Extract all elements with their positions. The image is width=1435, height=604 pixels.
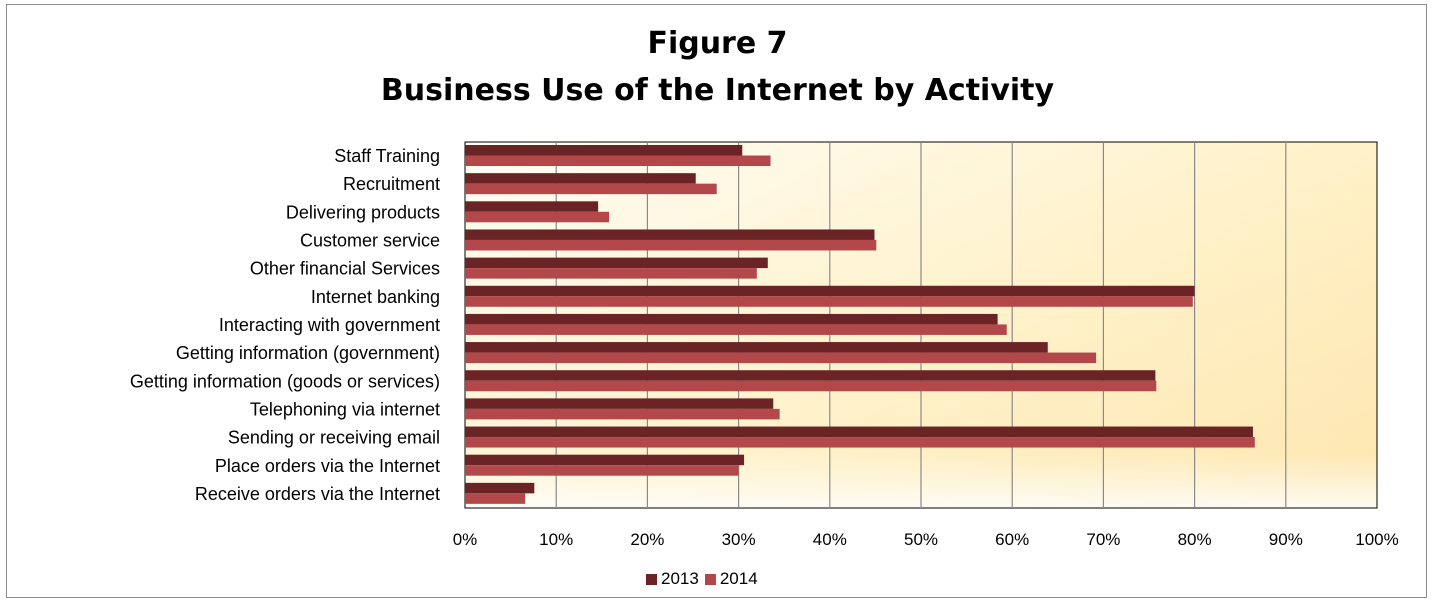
legend: 2013 2014 [646, 569, 764, 589]
bar-2014 [465, 183, 717, 195]
legend-swatch-2014 [704, 573, 716, 585]
legend-item-2014: 2014 [704, 569, 758, 589]
bar-2014 [465, 296, 1193, 307]
category-label: Getting information (goods or services) [130, 371, 440, 391]
bar-2013 [465, 398, 774, 409]
category-label: Other financial Services [250, 259, 440, 279]
bar-2013 [465, 426, 1253, 438]
category-label: Place orders via the Internet [215, 456, 440, 476]
category-label: Getting information (government) [176, 343, 440, 363]
category-label: Interacting with government [219, 315, 440, 335]
legend-swatch-2013 [646, 573, 657, 585]
bar-2014 [465, 352, 1097, 364]
x-tick-label: 20% [630, 530, 664, 549]
x-tick-label: 30% [722, 530, 756, 549]
bar-2013 [465, 173, 696, 184]
bar-2013 [465, 342, 1048, 353]
x-tick-labels: 0% 10% 20% 30% 40% 50% 60% 70% 80% 90% 100% [453, 530, 1399, 549]
bar-2013 [465, 201, 599, 212]
bar-2014 [465, 380, 1157, 392]
legend-label-2013: 2013 [661, 569, 699, 588]
category-label: Delivering products [286, 202, 440, 222]
bar-2013 [465, 257, 768, 269]
bar-2013 [465, 313, 998, 325]
bar-2014 [465, 493, 526, 504]
bar-2013 [465, 145, 743, 156]
bar-2014 [465, 324, 1007, 335]
category-label: Internet banking [311, 287, 440, 307]
bar-2013 [465, 285, 1195, 297]
bar-2014 [465, 155, 771, 166]
legend-label-2014: 2014 [719, 569, 758, 588]
bar-2014 [465, 437, 1255, 448]
x-tick-label: 80% [1178, 530, 1212, 549]
chart-title-line2: Business Use of the Internet by Activity [380, 73, 1055, 108]
x-tick-label: 60% [995, 530, 1029, 549]
bar-2013 [465, 454, 745, 466]
category-label: Staff Training [334, 146, 440, 166]
bar-2013 [465, 229, 875, 240]
category-label: Sending or receiving email [228, 428, 440, 448]
bar-2014 [465, 408, 780, 420]
bar-2014 [465, 465, 739, 476]
bar-2014 [465, 268, 757, 279]
x-tick-label: 10% [539, 530, 573, 549]
x-tick-label: 90% [1269, 530, 1303, 549]
bars [465, 145, 1255, 504]
bar-2013 [465, 370, 1156, 381]
x-tick-label: 70% [1086, 530, 1120, 549]
category-labels: Staff Training Recruitment Delivering prod… [130, 146, 440, 504]
bar-2013 [465, 482, 535, 494]
bar-2014 [465, 211, 610, 223]
category-label: Customer service [300, 231, 440, 251]
x-tick-label: 100% [1355, 530, 1398, 549]
category-label: Receive orders via the Internet [195, 484, 440, 504]
x-tick-label: 50% [904, 530, 938, 549]
x-tick-label: 0% [453, 530, 478, 549]
x-tick-label: 40% [813, 530, 847, 549]
category-label: Recruitment [343, 174, 440, 194]
legend-item-2013: 2013 [646, 569, 699, 589]
chart-title-line1: Figure 7 [647, 26, 788, 61]
bar-2014 [465, 239, 877, 251]
category-label: Telephoning via internet [250, 399, 440, 419]
